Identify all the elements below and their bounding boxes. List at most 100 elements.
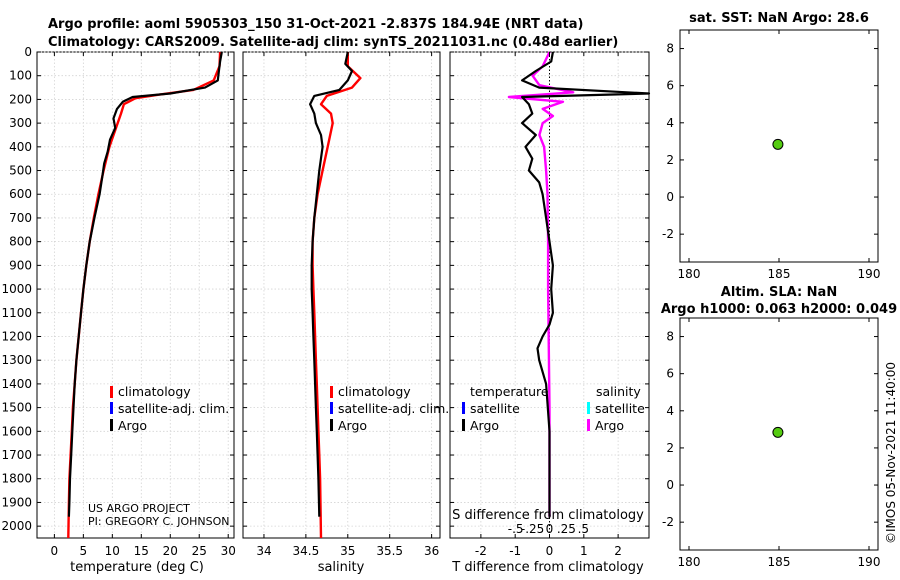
y-tick-label: 2 bbox=[666, 153, 674, 167]
x-tick-label: 36 bbox=[424, 544, 439, 558]
y-tick-label: 200 bbox=[9, 92, 32, 106]
y-tick-label: 700 bbox=[9, 211, 32, 225]
x-tick-label: 10 bbox=[105, 544, 120, 558]
x-tick-label: 35.5 bbox=[376, 544, 403, 558]
legend-label-argo: Argo bbox=[118, 418, 147, 433]
x-tick-label: 35 bbox=[340, 544, 355, 558]
y-tick-label: 8 bbox=[666, 330, 674, 344]
x-tick-label: 185 bbox=[768, 267, 791, 281]
x-tick-label: 185 bbox=[768, 555, 791, 569]
y-tick-label: -2 bbox=[662, 515, 674, 529]
y-tick-label: 1900 bbox=[1, 495, 32, 509]
series-line-argo bbox=[309, 51, 354, 517]
y-tick-label: 1200 bbox=[1, 329, 32, 343]
temperature-axes bbox=[36, 51, 235, 539]
y-tick-label: 4 bbox=[666, 116, 674, 130]
x-tick-label: 180 bbox=[678, 555, 701, 569]
y-tick-label: 1600 bbox=[1, 424, 32, 438]
legend-swatch-argo bbox=[330, 419, 333, 431]
y-tick-label: 500 bbox=[9, 164, 32, 178]
series-line-salinity-argo bbox=[507, 51, 575, 517]
x-tick-label: 2 bbox=[614, 544, 622, 558]
legend-label-climatology: climatology bbox=[338, 384, 411, 399]
sla-subtitle: Argo h1000: 0.063 h2000: 0.049 bbox=[661, 302, 897, 317]
x-tick-label: 180 bbox=[678, 267, 701, 281]
legend-swatch-climatology bbox=[330, 386, 333, 398]
legend-swatch-t-argo bbox=[462, 419, 465, 431]
difference-legend: temperature salinity satellite Argo sate… bbox=[462, 384, 645, 433]
y-tick-label: 1300 bbox=[1, 353, 32, 367]
y-tick-label: 1800 bbox=[1, 472, 32, 486]
s-diff-tick-label: -.25 bbox=[521, 522, 544, 536]
title-line-1: Argo profile: aoml 5905303_150 31-Oct-20… bbox=[48, 17, 583, 32]
legend-label-satellite: satellite-adj. clim. bbox=[118, 401, 229, 416]
x-tick-label: 15 bbox=[134, 544, 149, 558]
data-point-marker bbox=[772, 426, 784, 438]
y-tick-label: 1500 bbox=[1, 401, 32, 415]
sla-title: Altim. SLA: NaN bbox=[721, 285, 837, 300]
y-tick-label: 1400 bbox=[1, 377, 32, 391]
y-tick-label: 600 bbox=[9, 187, 32, 201]
x-tick-label: 1 bbox=[580, 544, 588, 558]
salinity-legend: climatology satellite-adj. clim. Argo bbox=[330, 384, 449, 433]
x-tick-label: 0 bbox=[546, 544, 554, 558]
legend-swatch-t-satellite bbox=[462, 402, 465, 414]
s-diff-tick-label: -.5 bbox=[508, 522, 524, 536]
y-tick-label: 2000 bbox=[1, 519, 32, 533]
x-tick-label: 34 bbox=[256, 544, 271, 558]
y-tick-label: -2 bbox=[662, 227, 674, 241]
x-tick-label: 34.5 bbox=[293, 544, 320, 558]
y-tick-label: 0 bbox=[666, 478, 674, 492]
watermark: ©IMOS 05-Nov-2021 11:40:00 bbox=[884, 362, 898, 544]
legend-swatch-satellite bbox=[110, 402, 113, 414]
sst-title: sat. SST: NaN Argo: 28.6 bbox=[689, 11, 869, 26]
y-tick-label: 0 bbox=[24, 45, 32, 59]
legend-swatch-satellite bbox=[330, 402, 333, 414]
temperature-legend: climatology satellite-adj. clim. Argo bbox=[110, 384, 229, 433]
s-diff-tick-label: .5 bbox=[578, 522, 589, 536]
legend-label-s-argo: Argo bbox=[595, 418, 624, 433]
project-note-line-2: PI: GREGORY C. JOHNSON bbox=[88, 515, 229, 528]
series-line-climatology bbox=[67, 51, 222, 539]
x-tick-label: 20 bbox=[163, 544, 178, 558]
legend-label-s-satellite: satellite bbox=[595, 401, 645, 416]
legend-swatch-s-argo bbox=[587, 419, 590, 431]
legend-label-climatology: climatology bbox=[118, 384, 191, 399]
series-line-argo bbox=[67, 51, 223, 517]
s-diff-tick-label: .25 bbox=[557, 522, 576, 536]
legend-label-argo: Argo bbox=[338, 418, 367, 433]
x-tick-label: 190 bbox=[858, 267, 881, 281]
x-tick-label: 0 bbox=[51, 544, 59, 558]
y-tick-label: 300 bbox=[9, 116, 32, 130]
x-tick-label: -1 bbox=[509, 544, 521, 558]
y-tick-label: 400 bbox=[9, 140, 32, 154]
data-point-marker bbox=[772, 138, 784, 150]
series-line-temperature-argo bbox=[520, 51, 651, 517]
x-tick-label: 25 bbox=[192, 544, 207, 558]
legend-swatch-s-satellite bbox=[587, 402, 590, 414]
legend-salinity-header: salinity bbox=[596, 384, 641, 399]
y-tick-label: 100 bbox=[9, 69, 32, 83]
x-tick-label: 190 bbox=[858, 555, 881, 569]
y-tick-label: 8 bbox=[666, 42, 674, 56]
series-line-climatology bbox=[311, 52, 362, 539]
y-tick-label: 900 bbox=[9, 258, 32, 272]
title-line-2: Climatology: CARS2009. Satellite-adj cli… bbox=[48, 35, 618, 50]
x-tick-label: 30 bbox=[221, 544, 236, 558]
s-difference-label: S difference from climatology bbox=[452, 508, 644, 523]
difference-xlabel: T difference from climatology bbox=[451, 560, 644, 575]
legend-swatch-argo bbox=[110, 419, 113, 431]
legend-temperature-header: temperature bbox=[470, 384, 549, 399]
x-tick-label: -2 bbox=[475, 544, 487, 558]
y-tick-label: 4 bbox=[666, 404, 674, 418]
legend-swatch-climatology bbox=[110, 386, 113, 398]
y-tick-label: 1100 bbox=[1, 306, 32, 320]
y-tick-label: 1000 bbox=[1, 282, 32, 296]
y-tick-label: 2 bbox=[666, 441, 674, 455]
y-tick-label: 800 bbox=[9, 235, 32, 249]
salinity-axes bbox=[242, 51, 441, 539]
legend-label-satellite: satellite-adj. clim. bbox=[338, 401, 449, 416]
y-tick-label: 6 bbox=[666, 367, 674, 381]
project-note-line-1: US ARGO PROJECT bbox=[88, 502, 190, 515]
